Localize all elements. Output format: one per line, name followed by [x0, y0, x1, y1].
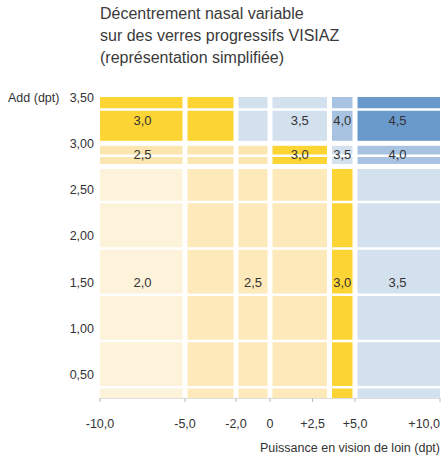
cell	[332, 146, 353, 164]
data-label: 4,0	[388, 147, 406, 162]
data-label: 3,0	[133, 113, 151, 128]
tick	[97, 143, 100, 144]
tick-label: 3,00	[70, 137, 94, 151]
data-label: 2,0	[133, 275, 151, 290]
tick-label: 3,50	[70, 91, 94, 105]
tick-label: 1,50	[70, 276, 94, 290]
cell	[188, 97, 234, 141]
cells	[100, 97, 440, 398]
grid-line	[100, 247, 440, 250]
tick-label: +10,0	[408, 417, 440, 431]
cell	[332, 97, 353, 141]
tick-label: 0,50	[70, 368, 94, 382]
cell	[100, 97, 183, 141]
data-label: 2,5	[133, 147, 151, 162]
y-axis: 0,50 1,00 1,50 2,00 2,50 3,00 3,50 Add (dpt)	[8, 91, 100, 383]
data-label: 3,0	[333, 275, 351, 290]
grid-line	[100, 293, 440, 296]
tick	[97, 374, 100, 375]
data-label: 3,0	[291, 147, 309, 162]
subtitle: (représentation simplifiée)	[100, 49, 284, 66]
tick	[236, 398, 237, 402]
tick-label: 2,00	[70, 229, 94, 243]
tick	[97, 235, 100, 236]
grid-line	[100, 201, 440, 204]
cell	[239, 97, 268, 141]
tick	[97, 189, 100, 190]
grid	[100, 110, 440, 388]
tick-label: +5,0	[343, 417, 368, 431]
tick	[270, 398, 271, 402]
tick	[97, 328, 100, 329]
tick-label: 1,00	[70, 322, 94, 336]
tick	[100, 398, 101, 402]
tick-label: 2,50	[70, 183, 94, 197]
data-label: 3,5	[333, 147, 351, 162]
axis-title: Puissance en vision de loin (dpt)	[260, 441, 440, 455]
x-axis: -10,0 -5,0 -2,0 0 +2,5 +5,0 +10,0 Puissance en …	[86, 398, 440, 455]
tick-label: 0	[267, 417, 274, 431]
tick	[355, 398, 356, 402]
tick	[97, 282, 100, 283]
axis-title: Add (dpt)	[8, 91, 59, 105]
data-label: 4,0	[333, 113, 351, 128]
cell	[273, 97, 328, 141]
chart: Décentrement nasal variable sur des verre…	[0, 0, 443, 466]
tick	[97, 97, 100, 98]
grid-line	[100, 108, 440, 111]
tick	[185, 398, 186, 402]
tick-label: -5,0	[174, 417, 196, 431]
tick-label: -10,0	[86, 417, 115, 431]
data-label: 2,5	[244, 275, 262, 290]
tick	[312, 398, 313, 402]
data-labels: 3,0 3,5 4,0 4,5 2,5 3,0 3,5 4,0 2,0 2,5 3,0 3,5	[133, 113, 406, 290]
data-label: 4,5	[388, 113, 406, 128]
tick-label: -2,0	[225, 417, 247, 431]
grid-line	[100, 386, 440, 389]
grid-line	[100, 340, 440, 343]
tick-label: +2,5	[300, 417, 325, 431]
title-block: Décentrement nasal variable sur des verre…	[100, 5, 339, 66]
title: sur des verres progressifs VISIAZ	[100, 27, 339, 44]
cell	[358, 97, 441, 141]
title: Décentrement nasal variable	[100, 5, 304, 22]
data-label: 3,5	[291, 113, 309, 128]
tick	[440, 398, 441, 402]
data-label: 3,5	[388, 275, 406, 290]
